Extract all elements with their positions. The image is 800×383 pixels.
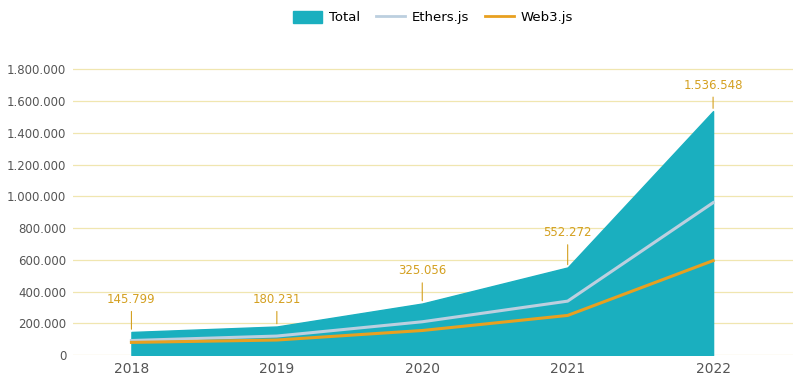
Text: 180.231: 180.231 <box>253 293 301 324</box>
Text: 1.536.548: 1.536.548 <box>683 79 743 108</box>
Text: 145.799: 145.799 <box>107 293 156 329</box>
Legend: Total, Ethers.js, Web3.js: Total, Ethers.js, Web3.js <box>288 6 578 30</box>
Text: 552.272: 552.272 <box>543 226 592 265</box>
Text: 325.056: 325.056 <box>398 264 446 301</box>
